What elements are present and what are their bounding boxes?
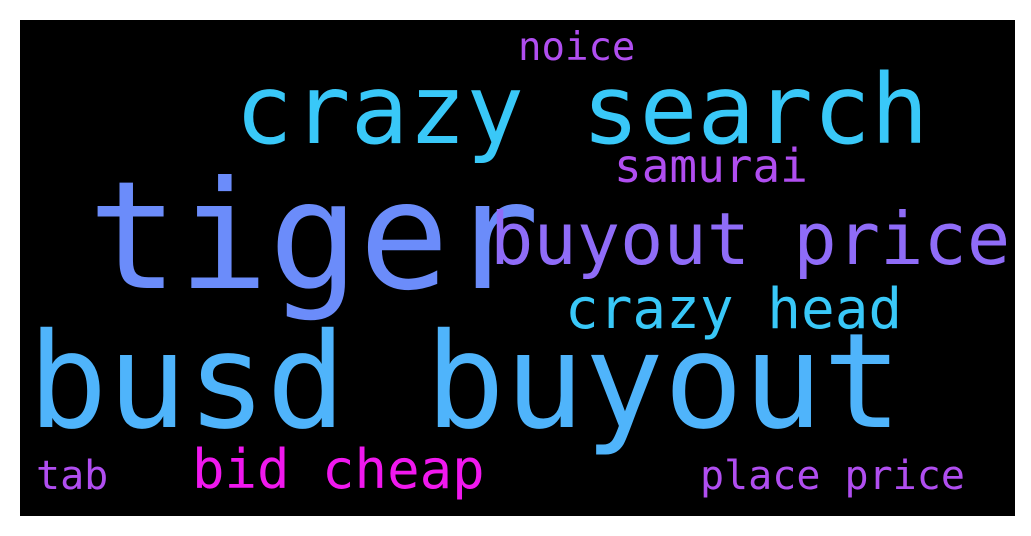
word-crazy-head: crazy head	[565, 277, 903, 342]
word-cloud-canvas: noice crazy search tiger samurai buyout …	[20, 20, 1015, 516]
word-tiger: tiger	[88, 150, 540, 324]
word-samurai: samurai	[614, 139, 808, 193]
word-noice: noice	[518, 25, 636, 70]
word-tab: tab	[36, 453, 109, 499]
word-busd-buyout: busd buyout	[28, 305, 903, 459]
word-crazy-search: crazy search	[235, 54, 929, 166]
word-place-price: place price	[700, 453, 965, 499]
word-bid-cheap: bid cheap	[192, 438, 485, 501]
word-buyout-price: buyout price	[490, 197, 1011, 281]
